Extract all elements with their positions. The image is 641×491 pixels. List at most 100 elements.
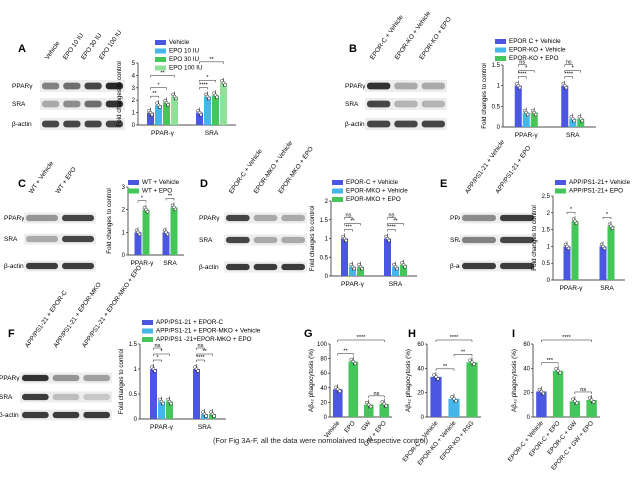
data-point xyxy=(564,85,568,90)
significance-label: ns xyxy=(374,391,380,397)
blot-row-label: PPARγ xyxy=(345,83,366,90)
panel-letter: I xyxy=(512,328,515,340)
significance-bracket xyxy=(541,339,592,342)
significance-label: * xyxy=(572,66,575,72)
blot-band-row-band xyxy=(22,411,49,419)
legend-swatch xyxy=(495,47,506,53)
data-point xyxy=(580,118,584,123)
y-tick-label: 40 xyxy=(417,366,424,372)
blot-row-label: SRA xyxy=(4,236,18,243)
significance-label: * xyxy=(157,83,160,89)
data-point xyxy=(145,209,150,214)
blot-band-row-band xyxy=(394,120,418,128)
x-tick-label: PPAR-γ xyxy=(515,132,539,139)
data-point xyxy=(223,83,227,87)
y-axis-label: Fold changes to control xyxy=(116,61,123,126)
legend-label: EPOR-C + Vehicle xyxy=(346,179,398,186)
data-point xyxy=(434,375,438,379)
y-axis-label: Aβ₄₂ phagocytosis (%) xyxy=(308,349,315,412)
blot-band-row-band xyxy=(105,120,123,128)
blot-lane-label: APP/PS1-21 + EPO xyxy=(494,145,532,195)
y-tick-label: 0 xyxy=(421,415,425,421)
y-tick-label: 2 xyxy=(325,199,329,205)
data-point xyxy=(353,361,357,366)
blot-band-row-band xyxy=(367,82,391,90)
significance-label: ** xyxy=(160,70,165,76)
blot-row-label: PPARγ xyxy=(12,83,33,90)
blot-band-row-band xyxy=(83,374,110,382)
y-axis-label: Fold changes to control xyxy=(118,349,125,414)
significance-label: ** xyxy=(461,349,466,355)
data-point xyxy=(470,360,474,364)
bar xyxy=(170,207,178,255)
significance-bracket xyxy=(518,64,527,67)
legend-swatch xyxy=(155,57,166,62)
blot-lane-label: WT + EPO xyxy=(55,166,78,195)
blot-band-row-band xyxy=(52,411,80,419)
data-point xyxy=(196,369,200,373)
blot-band-row-band xyxy=(253,263,278,271)
data-point xyxy=(572,118,576,123)
blot-band-row-band xyxy=(62,214,94,222)
blot-band-row-band xyxy=(52,393,80,401)
blot-band-row-band xyxy=(462,214,496,222)
data-point xyxy=(454,399,458,403)
significance-bracket xyxy=(153,347,162,350)
significance-bracket xyxy=(199,79,216,83)
data-point xyxy=(173,207,178,212)
significance-bracket xyxy=(435,339,473,342)
significance-bracket xyxy=(541,362,559,365)
y-axis-label: Aβ₄₂ phagocytosis (%) xyxy=(405,349,412,412)
y-tick-label: 40 xyxy=(320,386,327,392)
bar xyxy=(384,238,391,276)
significance-label: ** xyxy=(343,349,348,355)
data-point xyxy=(215,95,219,99)
data-point xyxy=(207,96,211,101)
data-point xyxy=(150,112,154,117)
data-point xyxy=(199,112,203,117)
figure-note: (For Fig 3A-F, all the data were nomolai… xyxy=(212,436,429,445)
significance-bracket xyxy=(564,64,573,67)
y-tick-label: 0 xyxy=(497,125,501,131)
blot-band-row-band xyxy=(226,214,250,222)
panel-letter: F xyxy=(8,328,15,340)
data-point xyxy=(573,399,577,403)
data-point xyxy=(436,377,440,381)
significance-bracket xyxy=(566,211,576,215)
legend-label: APP/PS1-21+ EPO xyxy=(569,188,623,195)
legend-swatch xyxy=(332,180,343,185)
legend-label: EPOR-MKO + EPO xyxy=(346,196,401,203)
data-point xyxy=(602,246,607,251)
legend-label: EPO 100 IU xyxy=(169,65,203,72)
bar xyxy=(142,209,150,255)
data-point xyxy=(166,102,170,107)
blot-band-row-band xyxy=(281,263,305,271)
legend-swatch xyxy=(128,180,139,185)
data-point xyxy=(369,404,373,409)
data-point xyxy=(387,238,391,243)
y-tick-label: 1 xyxy=(497,84,501,90)
significance-bracket xyxy=(153,353,170,356)
panel-letter: A xyxy=(18,43,26,55)
data-point xyxy=(367,402,371,407)
y-axis-label: Fold changes to control xyxy=(309,206,316,271)
blot-band-row-band xyxy=(105,100,123,108)
blot-band-row-band xyxy=(367,120,391,128)
data-point xyxy=(352,266,356,271)
y-tick-label: 2 xyxy=(547,211,551,217)
data-point xyxy=(365,400,369,405)
data-point xyxy=(338,389,342,394)
significance-bracket xyxy=(344,223,361,226)
blot-band-row-band xyxy=(22,374,49,382)
bar xyxy=(357,266,364,276)
y-tick-label: 1 xyxy=(547,244,551,250)
y-tick-label: 2 xyxy=(122,208,126,214)
blot-band-row-band xyxy=(63,120,81,128)
data-point xyxy=(541,391,546,396)
bar xyxy=(196,112,203,125)
y-axis-label: Fold changes to control xyxy=(531,205,538,270)
data-point xyxy=(468,358,472,362)
x-tick-label: PPAR-γ xyxy=(151,130,175,137)
y-tick-label: 80 xyxy=(320,357,327,363)
